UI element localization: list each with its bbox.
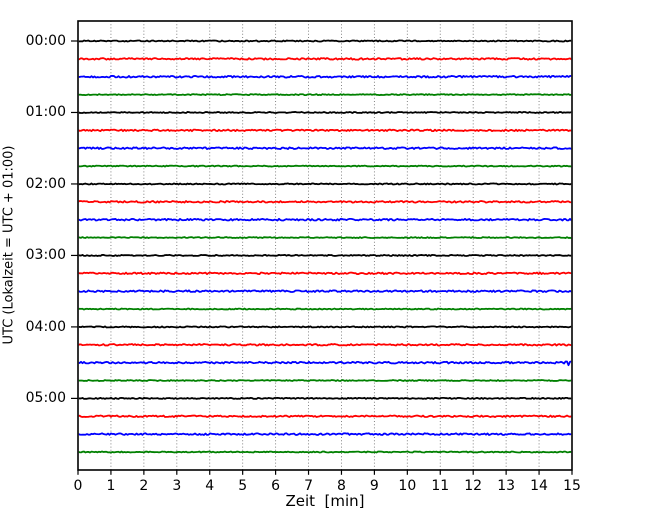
seismogram-trace-02:15 (78, 200, 572, 204)
x-tick-label: 4 (205, 478, 215, 494)
seismogram-trace-02:30 (78, 217, 572, 222)
seismogram-trace-02:45 (78, 236, 572, 239)
x-tick-label: 3 (172, 478, 182, 494)
seismogram-trace-04:15 (78, 343, 572, 347)
seismogram-trace-05:30 (78, 432, 572, 436)
y-tick-label: 04:00 (25, 318, 66, 335)
x-tick-label: 13 (497, 478, 516, 494)
seismogram-trace-03:15 (78, 271, 572, 276)
seismogram-trace-00:30 (78, 75, 572, 79)
seismogram-trace-04:45 (78, 379, 572, 382)
plot-frame (77, 20, 573, 471)
seismogram-trace-05:00 (78, 396, 572, 400)
x-tick-label: 14 (530, 478, 548, 494)
x-tick-label: 7 (304, 478, 313, 494)
seismogram-trace-04:30 (78, 360, 572, 367)
y-tick-label: 03:00 (25, 247, 66, 264)
seismogram-trace-00:00 (78, 39, 572, 43)
x-tick-label: 11 (431, 478, 450, 494)
seismogram-trace-03:00 (78, 253, 572, 257)
seismogram-trace-03:30 (78, 289, 572, 293)
x-tick-label: 6 (271, 478, 281, 494)
seismogram-trace-05:15 (78, 414, 572, 418)
seismogram-trace-01:15 (78, 128, 572, 133)
traces-group (78, 39, 572, 454)
x-axis-label: Zeit [min] (285, 492, 365, 510)
seismogram-trace-05:45 (78, 450, 572, 454)
x-tick-label: 1 (106, 478, 116, 494)
x-tick-label: 10 (398, 478, 417, 494)
seismogram-trace-01:30 (78, 146, 572, 150)
seismogram-trace-03:45 (78, 307, 572, 311)
x-tick-label: 0 (73, 478, 83, 494)
y-tick-label: 01:00 (25, 104, 66, 121)
seismogram-trace-00:45 (78, 93, 572, 96)
seismogram-trace-01:45 (78, 164, 572, 168)
x-tick-label: 2 (139, 478, 149, 494)
y-tick-label: 05:00 (25, 390, 66, 407)
seismogram-trace-02:00 (78, 182, 572, 186)
seismogram-trace-01:00 (78, 111, 572, 114)
y-tick-label: 00:00 (25, 33, 66, 49)
x-tick-label: 8 (336, 478, 346, 494)
x-tick-label: 5 (238, 478, 248, 494)
seismogram-trace-04:00 (78, 325, 572, 329)
x-tick-label: 12 (464, 478, 483, 494)
x-tick-label: 15 (563, 478, 581, 494)
x-tick-label: 9 (369, 478, 379, 494)
seismogram-trace-00:15 (78, 57, 572, 61)
y-tick-label: 02:00 (25, 175, 66, 192)
